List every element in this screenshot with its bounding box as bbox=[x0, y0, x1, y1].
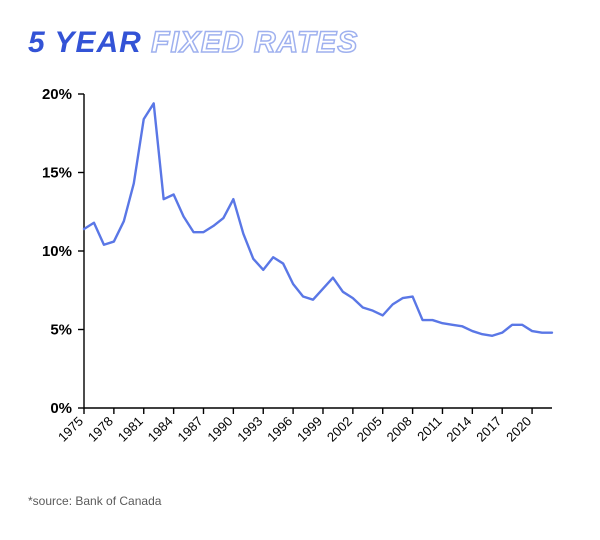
chart-svg: 0%5%10%15%20%197519781981198419871990199… bbox=[28, 76, 572, 486]
title-part-1: 5 YEAR bbox=[28, 26, 142, 59]
y-tick-label: 20% bbox=[42, 86, 72, 103]
chart-title: 5 YEAR FIXED RATES bbox=[28, 28, 572, 58]
title-part-2: FIXED RATES bbox=[151, 26, 358, 59]
y-tick-label: 5% bbox=[50, 322, 72, 339]
y-tick-label: 10% bbox=[42, 243, 72, 260]
line-chart: 0%5%10%15%20%197519781981198419871990199… bbox=[28, 76, 572, 486]
source-note: *source: Bank of Canada bbox=[28, 494, 572, 508]
y-tick-label: 15% bbox=[42, 165, 72, 182]
y-tick-label: 0% bbox=[50, 400, 72, 417]
chart-card: 5 YEAR FIXED RATES 0%5%10%15%20%19751978… bbox=[0, 0, 600, 540]
